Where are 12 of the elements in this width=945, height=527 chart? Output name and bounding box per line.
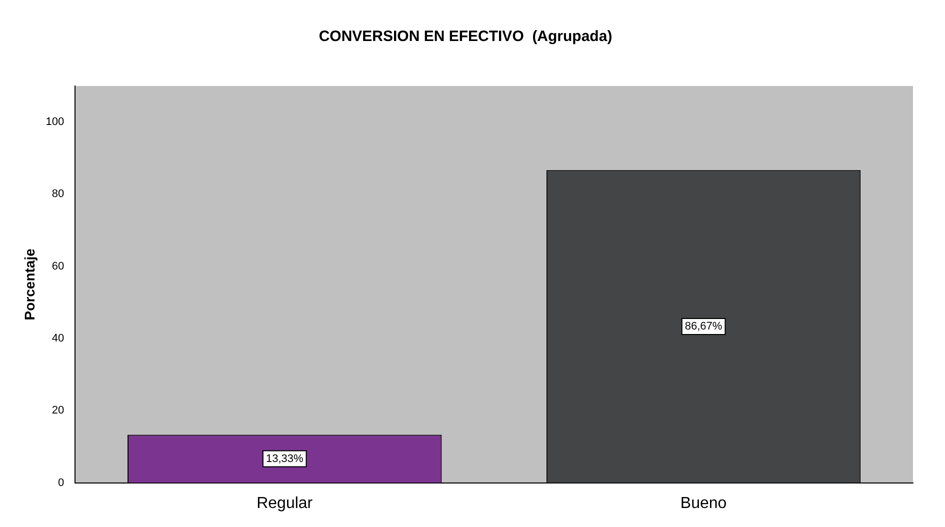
x-tick-label: Regular xyxy=(256,494,314,512)
data-label: 13,33% xyxy=(266,452,304,465)
y-tick-label: 60 xyxy=(52,260,64,272)
data-label: 86,67% xyxy=(684,320,722,333)
chart-title: CONVERSION EN EFECTIVO (Agrupada) xyxy=(318,28,612,46)
x-tick-label: Bueno xyxy=(680,494,727,512)
y-tick-label: 100 xyxy=(46,116,64,128)
y-tick-label: 80 xyxy=(52,188,64,200)
y-axis-title: Porcentaje xyxy=(21,248,38,320)
y-tick-label: 20 xyxy=(52,404,64,417)
y-tick-label: 40 xyxy=(52,332,64,345)
y-tick-label: 0 xyxy=(58,476,64,489)
